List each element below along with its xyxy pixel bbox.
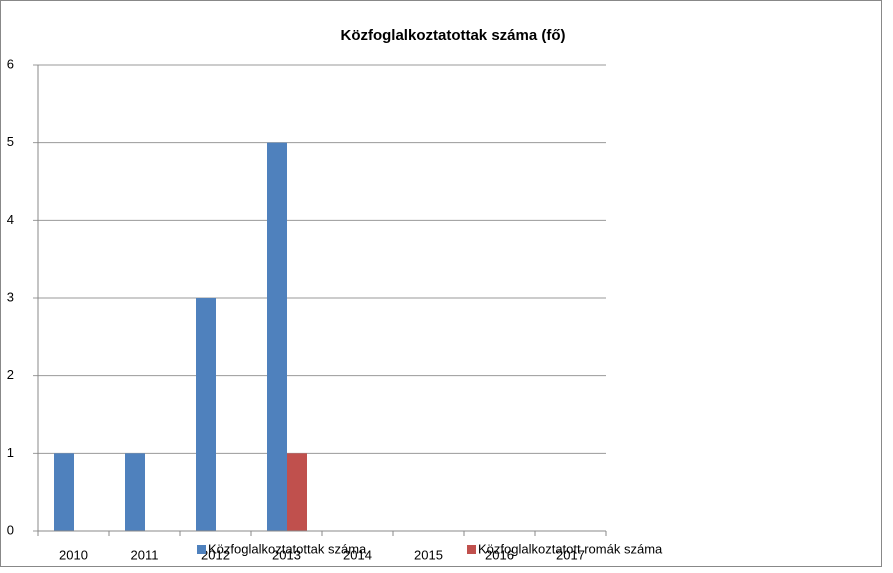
x-tick-label: 2012: [201, 547, 230, 562]
legend-label: Közfoglalkoztatottak száma: [208, 541, 367, 556]
x-tick-label: 2016: [485, 547, 514, 562]
bar: [287, 453, 307, 531]
legend-swatch: [197, 545, 206, 554]
legend-label: Közfoglalkoztatott romák száma: [478, 541, 663, 556]
y-tick-label: 6: [7, 56, 14, 71]
x-tick-label: 2011: [131, 547, 159, 562]
y-tick-label: 4: [7, 212, 14, 227]
y-tick-label: 5: [7, 134, 14, 149]
y-tick-label: 2: [7, 367, 14, 382]
bar: [267, 142, 287, 531]
x-tick-label: 2017: [556, 547, 585, 562]
y-tick-label: 1: [7, 445, 14, 460]
bar: [196, 298, 216, 531]
chart-frame: [0, 0, 882, 567]
x-tick-label: 2014: [343, 547, 372, 562]
x-tick-label: 2010: [59, 547, 88, 562]
bar: [54, 453, 74, 531]
x-tick-label: 2015: [414, 547, 443, 562]
y-tick-label: 3: [7, 289, 14, 304]
x-tick-label: 2013: [272, 547, 301, 562]
y-tick-label: 0: [7, 522, 14, 537]
bar: [125, 453, 145, 531]
chart-title: Közfoglalkoztatottak száma (fő): [340, 27, 565, 44]
legend-swatch: [467, 545, 476, 554]
